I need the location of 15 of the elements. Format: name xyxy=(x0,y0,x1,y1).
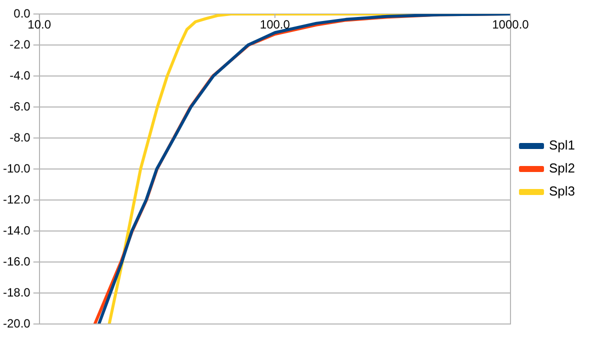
y-tick-label: -8.0 xyxy=(10,130,31,144)
y-tick-label: -14.0 xyxy=(2,223,31,238)
y-tick-label: -18.0 xyxy=(2,285,31,300)
y-tick-label: -2.0 xyxy=(10,37,31,52)
y-tick-label: -12.0 xyxy=(2,192,31,206)
x-tick-label: 1000.0 xyxy=(492,17,530,32)
y-tick-label: -6.0 xyxy=(10,99,31,114)
legend-label: Spl3 xyxy=(548,184,576,199)
y-tick-label: -16.0 xyxy=(2,254,31,268)
x-tick-label: 100.0 xyxy=(260,17,290,32)
y-tick-label: -20.0 xyxy=(2,316,31,330)
y-tick-label: -10.0 xyxy=(2,161,31,176)
legend-label: Spl1 xyxy=(548,138,576,153)
y-tick-label: -4.0 xyxy=(10,68,31,82)
legend-label: Spl2 xyxy=(548,160,576,176)
